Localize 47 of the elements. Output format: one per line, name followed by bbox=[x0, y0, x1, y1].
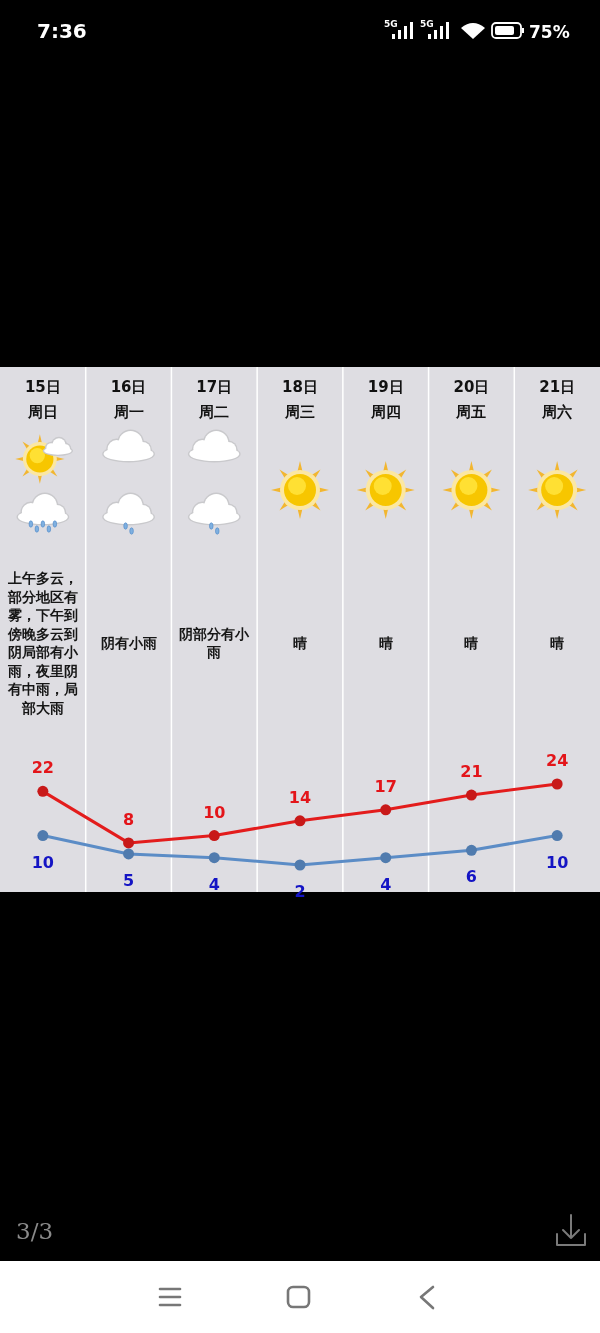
annotation: 阴有小雨 bbox=[99, 633, 158, 653]
category: 15日周日 bbox=[23, 377, 62, 423]
data-label: 21 bbox=[460, 762, 483, 782]
status-net: 5G bbox=[420, 19, 434, 29]
annotation: 上午多云，部分地区有雾，下午到傍晚多云到阴局部有小雨，夜里阴有中雨，局部大雨 bbox=[6, 569, 79, 718]
point bbox=[380, 804, 392, 816]
category: 20日周五 bbox=[452, 377, 491, 423]
data-label: 5 bbox=[123, 870, 135, 890]
status-net: 5G bbox=[384, 19, 398, 29]
category: 19日周四 bbox=[366, 377, 405, 423]
data-label: 10 bbox=[546, 852, 569, 872]
data-label: 14 bbox=[288, 787, 312, 807]
point bbox=[123, 848, 135, 860]
data-label: 22 bbox=[31, 758, 54, 778]
point bbox=[208, 852, 220, 864]
data-label: 10 bbox=[31, 852, 54, 872]
point bbox=[37, 830, 49, 842]
data-label: 4 bbox=[380, 874, 392, 894]
annotation: 晴 bbox=[549, 633, 566, 653]
point bbox=[465, 789, 477, 801]
annotation: 晴 bbox=[463, 633, 480, 653]
data-label: 6 bbox=[465, 867, 477, 887]
point bbox=[551, 830, 563, 842]
category: 17日周二 bbox=[195, 377, 234, 423]
status-time: 7:36 bbox=[37, 19, 87, 43]
point bbox=[37, 785, 49, 797]
point bbox=[208, 830, 220, 842]
status-battery: 75% bbox=[529, 22, 570, 42]
point bbox=[551, 778, 563, 790]
data-label: 8 bbox=[123, 809, 135, 829]
point bbox=[465, 844, 477, 856]
data-label: 24 bbox=[546, 751, 569, 770]
point bbox=[294, 859, 306, 871]
data-label: 2 bbox=[294, 882, 306, 901]
annotation: 晴 bbox=[377, 633, 394, 653]
category: 18日周三 bbox=[281, 377, 319, 423]
annotation: 阴部分有小雨 bbox=[178, 624, 251, 662]
data-label: 17 bbox=[374, 776, 397, 796]
annotation: 晴 bbox=[292, 633, 308, 653]
page-counter: 3/3 bbox=[16, 1218, 53, 1244]
point bbox=[123, 837, 135, 849]
point bbox=[294, 815, 306, 827]
point bbox=[380, 852, 392, 864]
data-label: 10 bbox=[203, 802, 226, 822]
data-label: 4 bbox=[208, 874, 220, 894]
category: 16日周一 bbox=[109, 377, 148, 423]
category: 21日周六 bbox=[538, 377, 577, 423]
